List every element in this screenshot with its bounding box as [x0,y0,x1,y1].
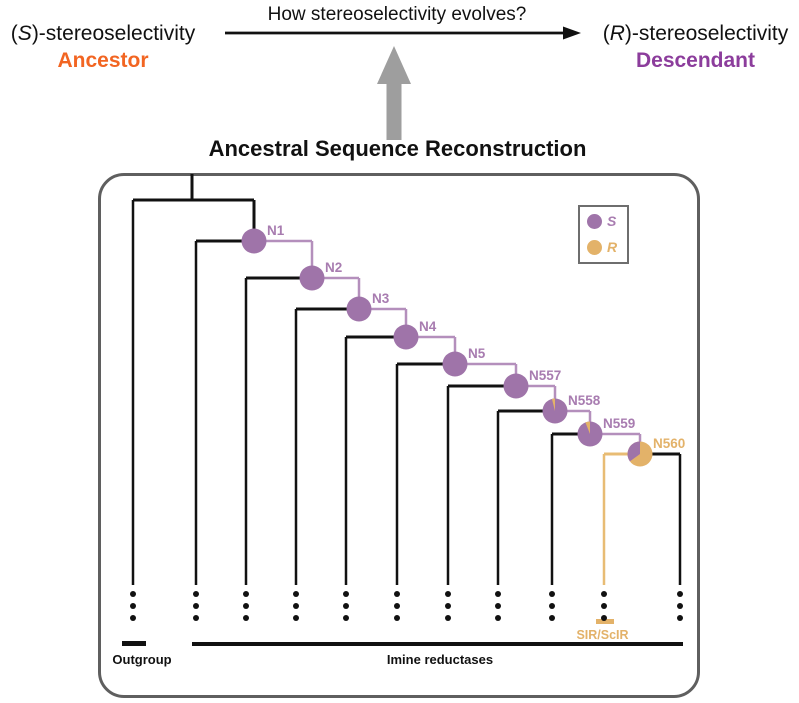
s-swatch-icon [587,213,602,229]
asr-up-arrow [377,46,411,140]
legend-row-r: R [587,239,627,255]
paren-open: ( [602,22,610,45]
legend-r-label: R [607,239,618,255]
r-swatch-icon [587,239,602,255]
imine-reductases-label: Imine reductases [386,652,494,667]
legend-row-s: S [587,213,627,229]
paren-open: ( [10,22,18,45]
descendant-label: Descendant [635,49,756,72]
chiral-s: S [17,22,32,45]
r-label-rest: )-stereoselectivity [624,22,789,45]
descendant-header: (R)-stereoselectivity Descendant [592,22,799,72]
asr-title: Ancestral Sequence Reconstruction [208,136,587,161]
legend: S R [578,205,629,264]
outgroup-label: Outgroup [112,652,172,667]
imine-reductases-bracket-bar [192,642,683,646]
chiral-r: R [609,22,625,45]
evolution-arrow-head [563,26,581,40]
r-stereoselectivity-label: (R)-stereoselectivity [592,22,799,45]
ancestor-header: (S)-stereoselectivity Ancestor [0,22,206,72]
s-label-rest: )-stereoselectivity [31,22,196,45]
sir-scir-bracket-bar [596,619,614,624]
tree-panel [98,173,700,698]
ancestor-label: Ancestor [57,49,149,72]
outgroup-bracket-bar [122,641,146,646]
s-stereoselectivity-label: (S)-stereoselectivity [0,22,206,45]
sir-scir-label: SIR/ScIR [576,628,629,642]
question-title: How stereoselectivity evolves? [267,4,527,25]
legend-s-label: S [607,213,617,229]
